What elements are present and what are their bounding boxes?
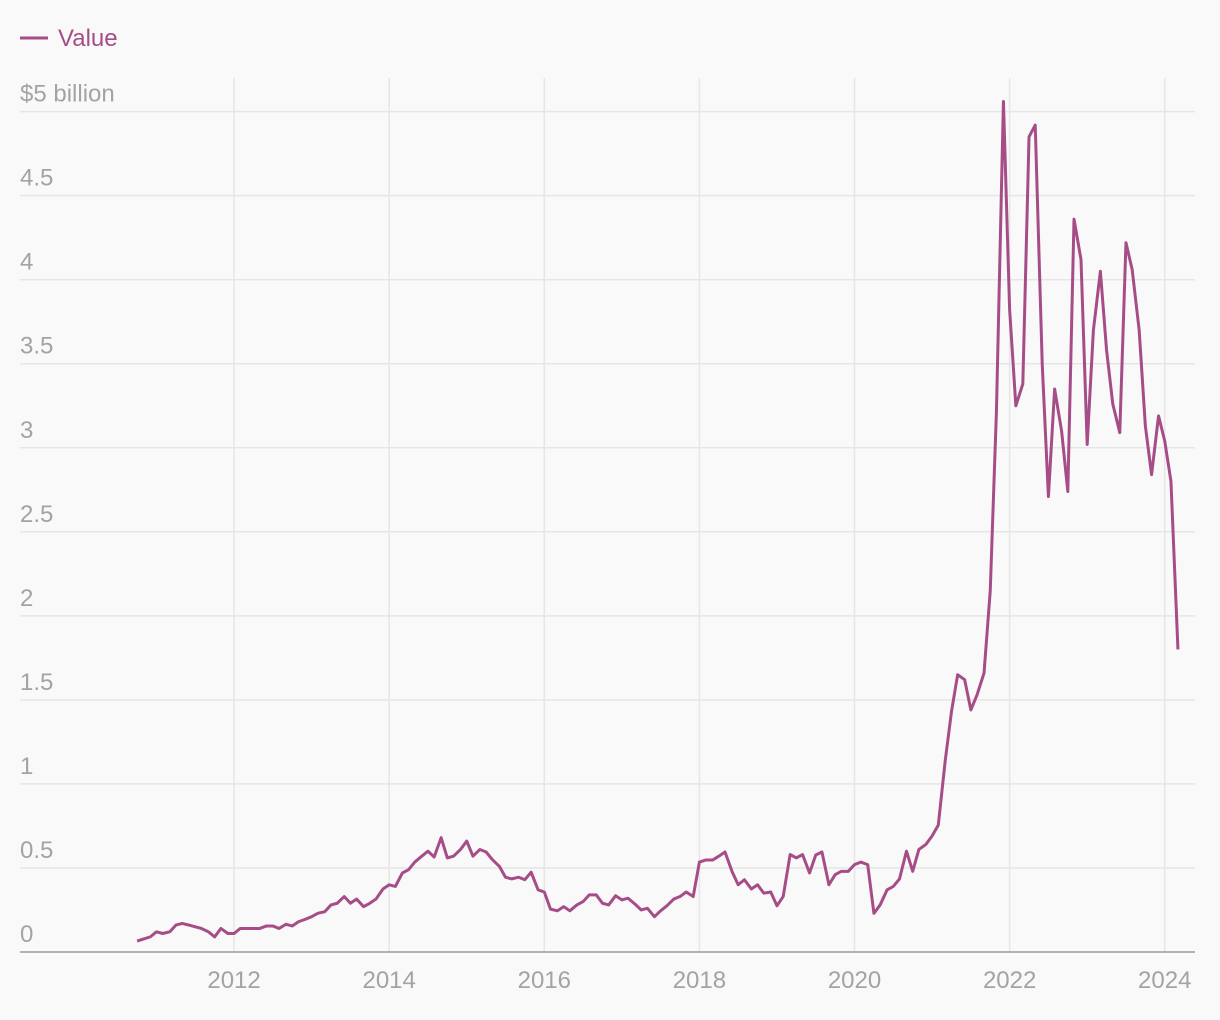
x-tick-label: 2020 (828, 967, 881, 994)
y-tick-label: 1.5 (20, 669, 53, 696)
y-tick-label: 3 (20, 417, 33, 444)
x-tick-label: 2016 (518, 967, 571, 994)
y-tick-label: 3.5 (20, 333, 53, 360)
x-tick-label: 2024 (1138, 967, 1191, 994)
x-tick-label: 2018 (673, 967, 726, 994)
y-tick-label: 0 (20, 921, 33, 948)
legend-label: Value (58, 25, 118, 52)
x-tick-label: 2022 (983, 967, 1036, 994)
y-tick-label: $5 billion (20, 81, 115, 108)
y-tick-label: 0.5 (20, 837, 53, 864)
y-tick-label: 2 (20, 585, 33, 612)
y-tick-label: 2.5 (20, 501, 53, 528)
x-tick-label: 2012 (207, 967, 260, 994)
y-tick-label: 4.5 (20, 165, 53, 192)
data-line (136, 100, 1180, 943)
y-tick-label: 1 (20, 753, 33, 780)
y-tick-label: 4 (20, 249, 33, 276)
x-tick-label: 2014 (362, 967, 415, 994)
